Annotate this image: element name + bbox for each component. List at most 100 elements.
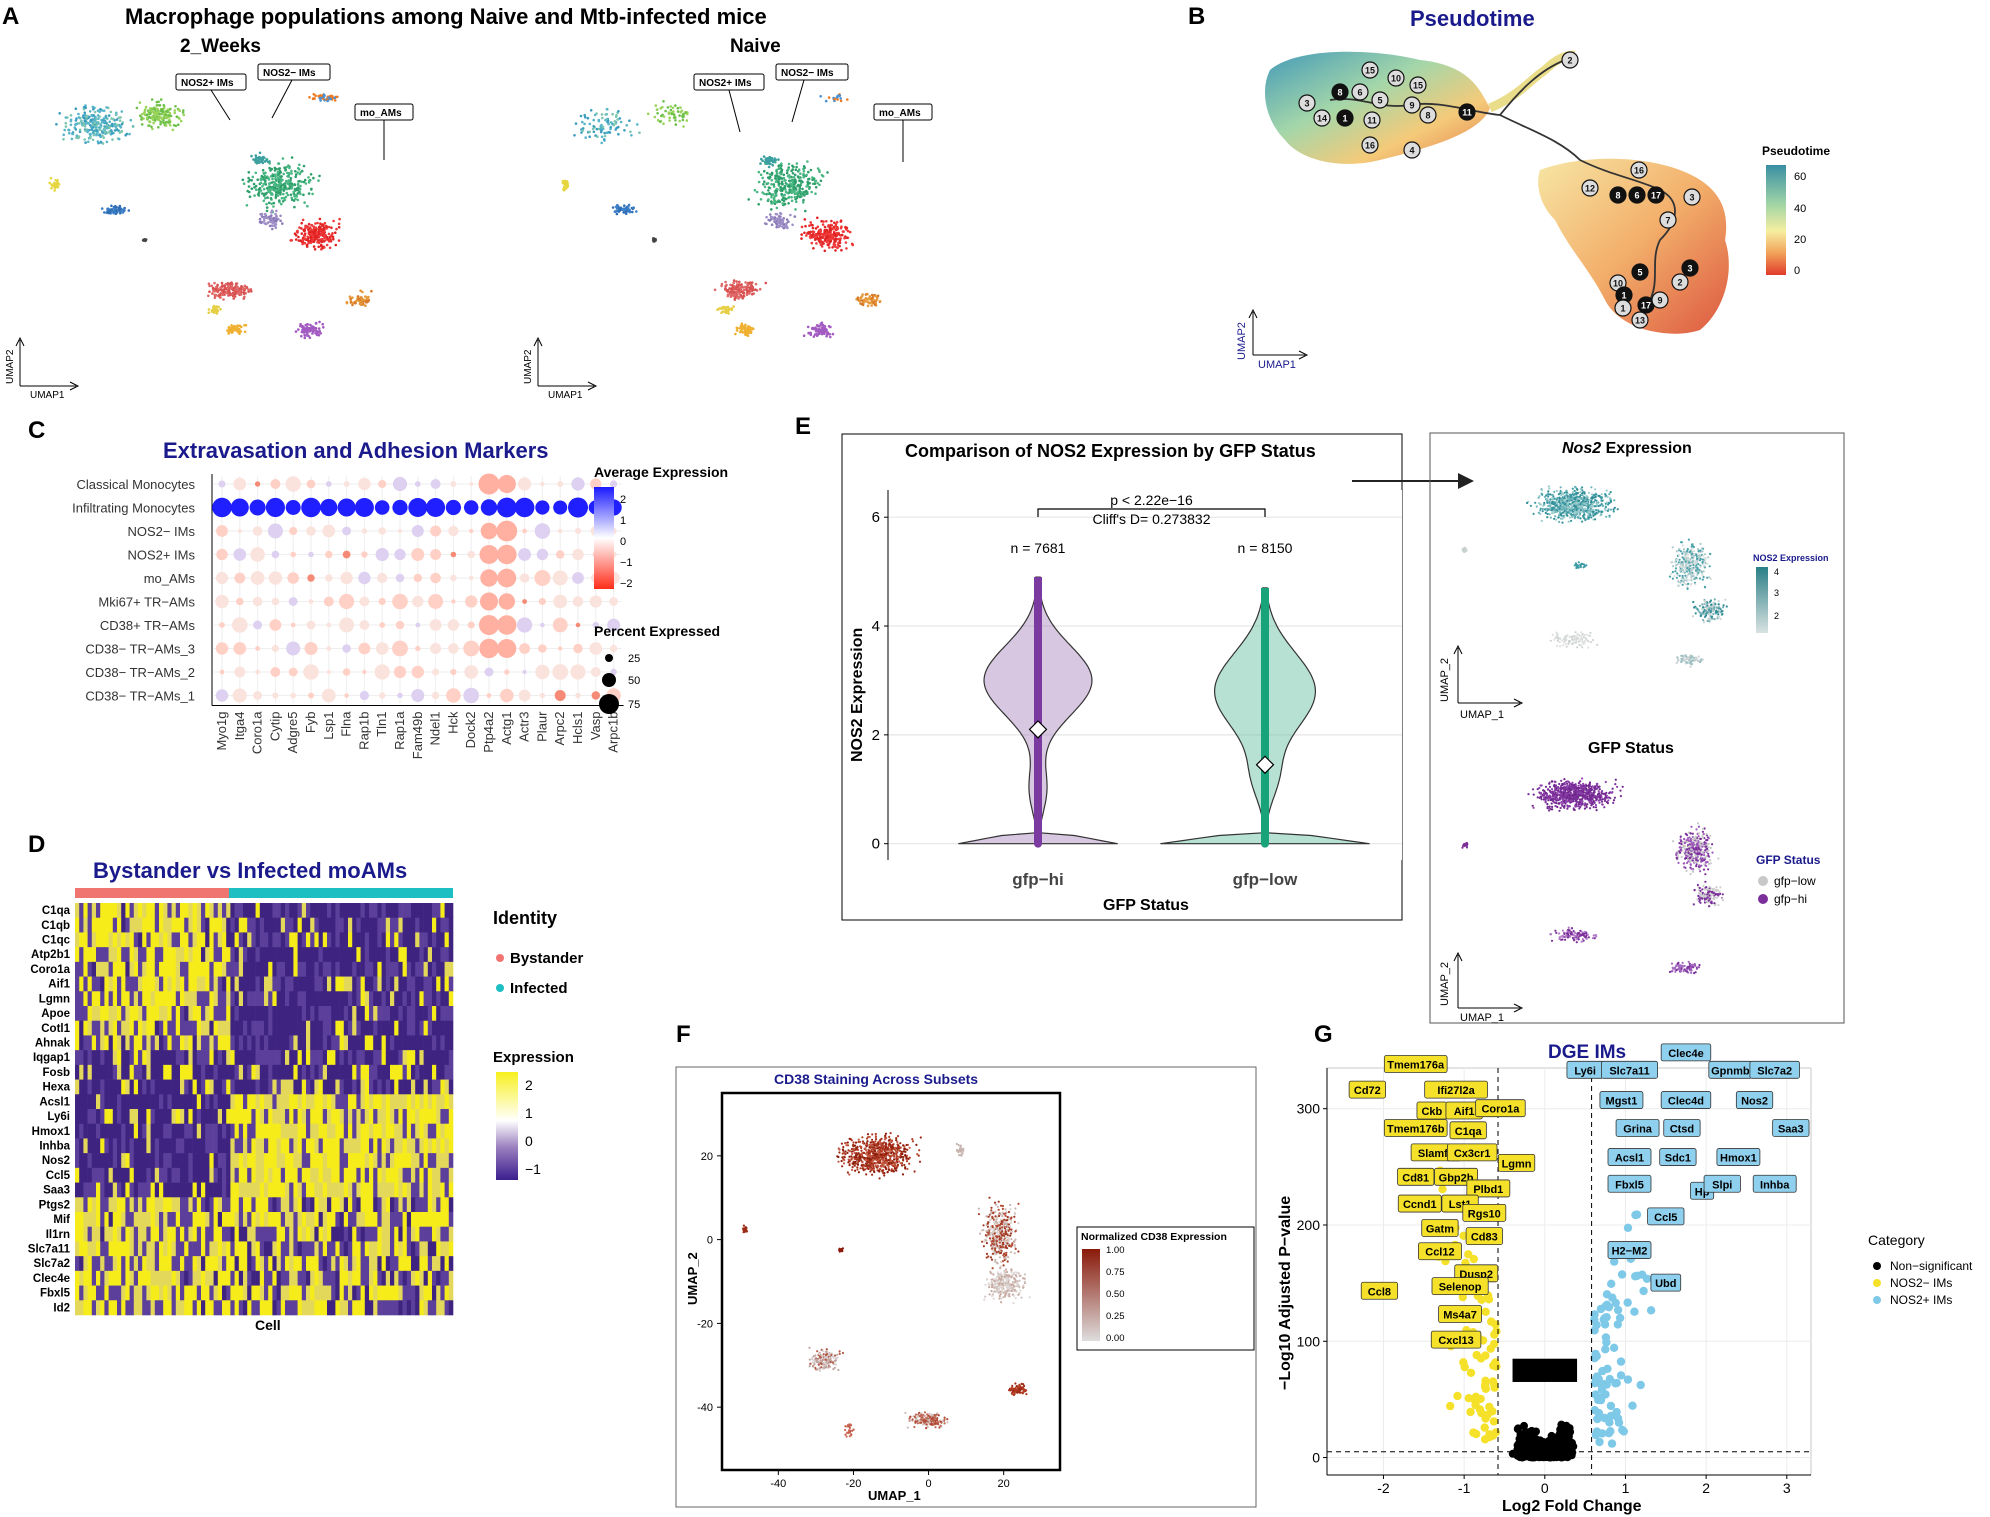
heatmap-cell [146,1050,151,1066]
heatmap-cell [79,1270,84,1286]
heatmap-cell [348,1167,353,1183]
heatmap-cell [163,1241,168,1257]
heatmap-cell [390,1182,395,1198]
heatmap-cell [75,1050,80,1066]
heatmap-cell [406,1197,412,1213]
heatmap-cell [448,1197,454,1213]
heatmap-cell [285,1064,290,1080]
heatmap-cell [163,1035,168,1051]
dotplot-dot [395,573,405,583]
heatmap-cell [394,976,399,992]
heatmap-cell [159,1182,164,1198]
heatmap-cell [322,932,328,948]
identity-bar-bystander [75,888,229,898]
heatmap-cell [255,1064,261,1080]
heatmap-cell [297,1197,303,1213]
heatmap-cell [196,1212,202,1228]
heatmap-cell [255,1123,261,1139]
heatmap-cell [318,1094,324,1110]
heatmap-cell [335,1167,340,1183]
dotplot-row-label: CD38− TR−AMs_1 [85,689,195,704]
heatmap-cell [163,1050,168,1066]
heatmap-cell [293,1050,298,1066]
heatmap-cell [427,932,433,948]
heatmap-cell [381,991,387,1007]
heatmap-cell [427,917,433,933]
heatmap-cell [129,1064,135,1080]
dotplot-dot [500,688,514,703]
heatmap-cell [87,1226,93,1242]
heatmap-cell [83,1167,88,1183]
heatmap-cell [108,1241,114,1257]
heatmap-cell [352,947,357,963]
heatmap-cell [171,1020,177,1036]
heatmap-cell [306,1241,311,1257]
panel-c-letter: C [28,417,45,444]
heatmap-cell [146,1241,151,1257]
heatmap-cell [180,917,185,933]
heatmap-cell [398,947,403,963]
heatmap-cell [360,1182,366,1198]
heatmap-cell [255,976,261,992]
heatmap-cell [335,1256,340,1272]
heatmap-cell [432,1020,437,1036]
dotplot-pct-legend: Percent Expressed 25 50 75 [594,623,720,714]
heatmap-cell [448,1153,454,1169]
heatmap-cell [163,1006,168,1022]
pseudotime-node: 13 [1631,311,1649,329]
heatmap-cell [96,976,101,992]
heatmap-cell [335,932,340,948]
heatmap-cell [117,1109,122,1125]
heatmap-cell [251,1270,256,1286]
heatmap-cell [415,976,420,992]
dotplot-dot [359,596,370,607]
violin-strip [1034,577,1042,844]
heatmap-cell [335,1123,340,1139]
heatmap-cell [83,1094,88,1110]
dotplot-dot [498,593,515,610]
heatmap-cell [91,1300,97,1316]
heatmap-cell [259,1020,265,1036]
heatmap-cell [306,1109,311,1125]
heatmap-gene-label: Atp2b1 [31,949,71,961]
dotplot-dot [480,569,498,587]
heatmap-cell [415,1226,420,1242]
heatmap-cell [171,1241,177,1257]
heatmap-cell [301,1035,307,1051]
heatmap-cell [75,1109,80,1125]
heatmap-cell [192,1182,198,1198]
heatmap-cell [398,1109,403,1125]
heatmap-cell [255,1256,261,1272]
heatmap-xlabel: Cell [255,1317,281,1333]
dotplot-dot [591,691,600,700]
heatmap-cell [411,917,416,933]
heatmap-cell [402,1020,408,1036]
heatmap-cell [234,1212,240,1228]
heatmap-cell [339,1006,345,1022]
dotplot-dot [304,642,318,655]
heatmap-cell [184,1182,189,1198]
heatmap-cell [238,917,244,933]
heatmap-cell [285,1123,290,1139]
heatmap-cell [167,1256,172,1272]
volcano-point [1567,1451,1576,1460]
heatmap-cell [432,1153,437,1169]
heatmap-cell [175,1050,181,1066]
heatmap-cell [230,1300,235,1316]
heatmap-cell [163,947,168,963]
heatmap-cell [343,1020,349,1036]
heatmap-cell [385,1123,391,1139]
heatmap-cell [343,1300,349,1316]
heatmap-cell [297,1256,303,1272]
dotplot-dot [271,597,280,606]
heatmap-cell [423,1197,429,1213]
heatmap-cell [247,991,252,1007]
heatmap-cell [339,1138,345,1154]
volcano-point [1453,1391,1462,1401]
heatmap-cell [264,1300,269,1316]
heatmap-cell [117,1035,122,1051]
heatmap-cell [335,976,340,992]
heatmap-cell [264,991,269,1007]
heatmap-cell [146,917,151,933]
heatmap-cell [230,1064,235,1080]
